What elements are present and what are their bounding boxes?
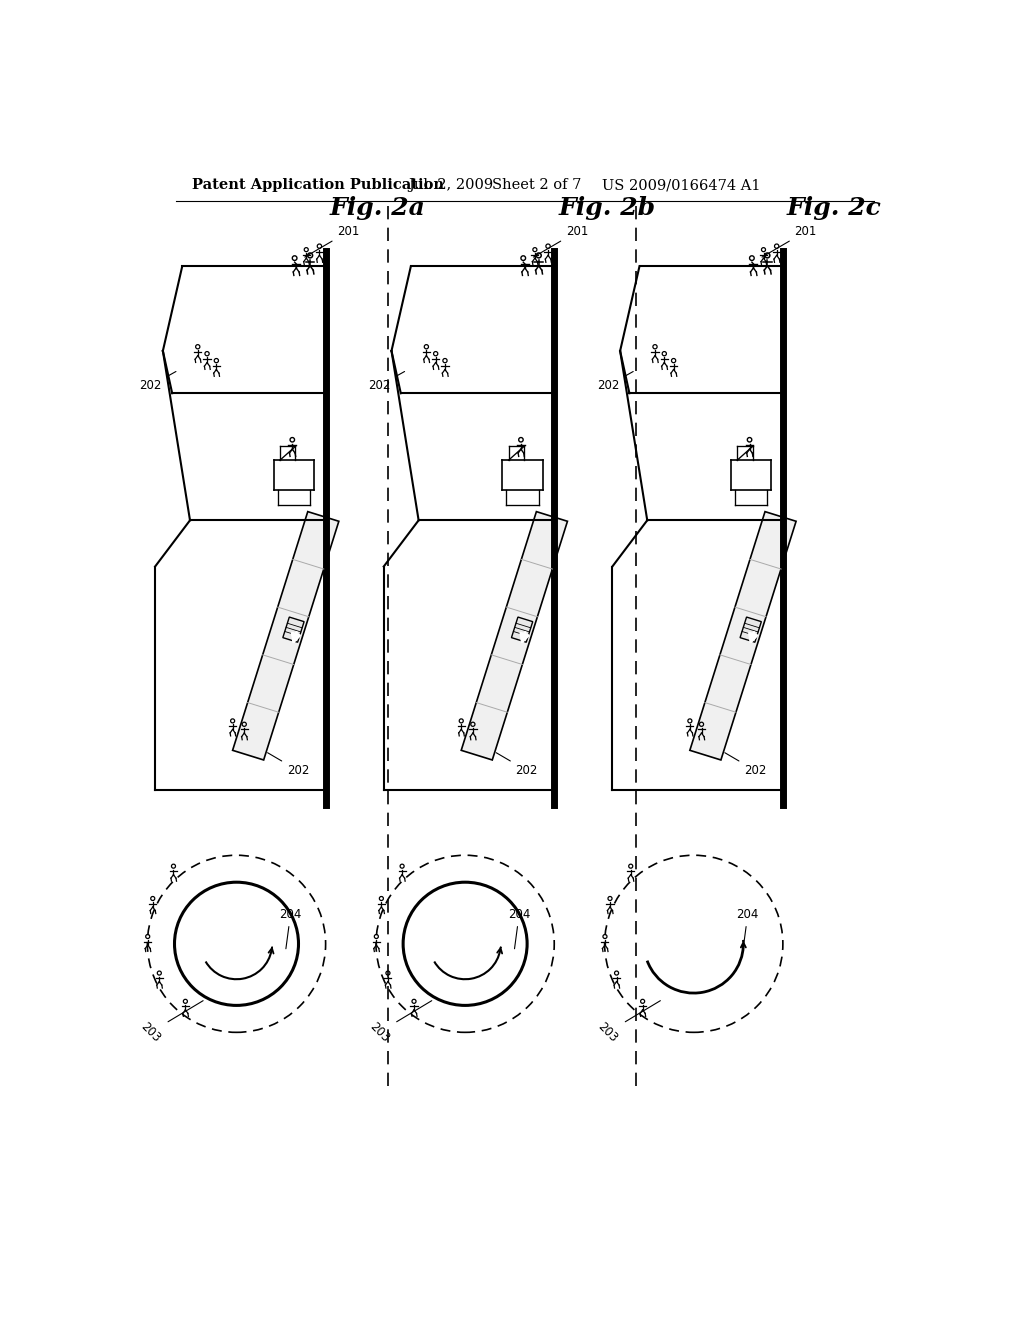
Text: 204: 204 — [280, 908, 302, 949]
Text: Patent Application Publication: Patent Application Publication — [191, 178, 443, 193]
Polygon shape — [232, 512, 339, 760]
Circle shape — [403, 882, 527, 1006]
Text: 202: 202 — [369, 371, 404, 392]
Text: Fig. 2c: Fig. 2c — [786, 195, 882, 220]
Text: Fig. 2a: Fig. 2a — [330, 195, 425, 220]
Text: 203: 203 — [367, 1001, 432, 1045]
Polygon shape — [461, 512, 567, 760]
Text: Sheet 2 of 7: Sheet 2 of 7 — [493, 178, 582, 193]
Text: 201: 201 — [305, 224, 359, 257]
Text: 204: 204 — [736, 908, 759, 949]
Text: 203: 203 — [595, 1001, 660, 1045]
Text: Fig. 2b: Fig. 2b — [558, 195, 655, 220]
Circle shape — [174, 882, 299, 1006]
Text: 201: 201 — [762, 224, 817, 257]
Polygon shape — [740, 616, 762, 643]
Polygon shape — [690, 512, 796, 760]
Text: 203: 203 — [138, 1001, 203, 1045]
Text: 201: 201 — [534, 224, 588, 257]
Text: Jul. 2, 2009: Jul. 2, 2009 — [409, 178, 494, 193]
Text: 202: 202 — [597, 371, 633, 392]
Text: US 2009/0166474 A1: US 2009/0166474 A1 — [602, 178, 761, 193]
Text: 202: 202 — [139, 371, 176, 392]
Text: 202: 202 — [267, 752, 309, 777]
Polygon shape — [283, 616, 304, 643]
Text: 202: 202 — [497, 752, 538, 777]
Text: 202: 202 — [725, 752, 767, 777]
Polygon shape — [511, 616, 532, 643]
Text: 204: 204 — [508, 908, 530, 949]
